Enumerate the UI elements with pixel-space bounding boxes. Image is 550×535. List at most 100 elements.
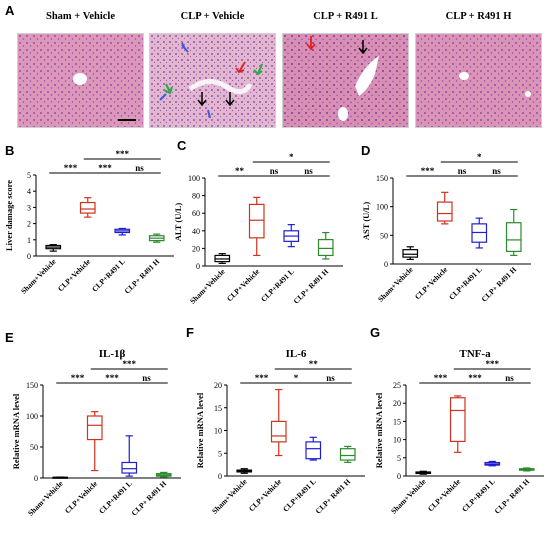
category-label: CLP+Vehicle: [426, 477, 463, 514]
y-tick-label: 0: [218, 472, 222, 481]
significance-label: ***: [64, 163, 78, 173]
chart-title: IL-1β: [99, 348, 126, 360]
box-1: [248, 196, 265, 257]
green-arrow-icon: [163, 83, 173, 95]
significance-label: ***: [98, 163, 112, 173]
box-iqr: [505, 222, 522, 252]
category-label: CLP+R491 L: [447, 265, 484, 302]
box-iqr: [248, 203, 265, 239]
box-2: [471, 217, 488, 249]
box-3: [518, 467, 535, 472]
box-iqr: [402, 249, 419, 258]
panel-label-f: F: [186, 325, 194, 340]
histology-image-sham-vehicle: [17, 33, 144, 128]
y-tick-label: 10: [393, 436, 401, 445]
y-tick-label: 4: [27, 187, 31, 196]
y-axis-title: ALT (U/L): [173, 203, 183, 242]
box-3: [339, 445, 356, 463]
box-2: [305, 436, 322, 461]
black-arrow-icon: [197, 92, 207, 107]
histology-image-clp-r491-h: [415, 33, 542, 128]
histology-title-clp-r491-l: CLP + R491 L: [313, 11, 378, 22]
box-2: [121, 435, 138, 477]
box-0: [236, 468, 253, 474]
significance-label: ns: [304, 166, 313, 176]
significance-label: ns: [326, 373, 335, 383]
histology-title-sham-vehicle: Sham + Vehicle: [46, 11, 115, 22]
significance-label: *: [289, 152, 294, 162]
category-label: CLP+ R491 H: [493, 477, 532, 516]
box-iqr: [449, 397, 466, 443]
category-label: Sham+Vehicle: [376, 265, 415, 304]
y-tick-label: 3: [27, 203, 31, 212]
significance-label: ns: [142, 373, 151, 383]
significance-label: ***: [255, 373, 269, 383]
category-label: CLP+Vehicle: [413, 265, 450, 302]
chart-e: 0 50 100 150 Relative mRNA level IL-1β Sham+Ve…: [11, 348, 181, 518]
y-tick-label: 2: [27, 220, 31, 229]
box-1: [79, 197, 96, 218]
central-vein: [459, 72, 469, 80]
y-tick-label: 40: [192, 227, 200, 236]
category-label: CLP+ R491 H: [480, 265, 519, 304]
panel-label-a: A: [5, 3, 15, 18]
box-0: [52, 476, 69, 479]
y-axis-title: AST (U/L): [361, 202, 371, 241]
y-axis-title: Liver damage score: [4, 180, 14, 251]
y-tick-label: 100: [26, 412, 38, 421]
y-tick-label: 5: [397, 454, 401, 463]
box-0: [415, 470, 432, 475]
y-tick-label: 50: [380, 231, 388, 240]
box-3: [317, 231, 334, 260]
category-label: CLP+ R491 H: [130, 479, 169, 518]
category-label: CLP+ R491 H: [123, 257, 162, 296]
box-1: [270, 388, 287, 457]
significance-label: ***: [421, 166, 435, 176]
vessel-lumen: [355, 56, 379, 96]
blue-arrow-icon: [181, 42, 189, 53]
significance-label: ***: [486, 359, 500, 369]
box-1: [436, 191, 453, 225]
liver-tissue-image: [283, 34, 408, 127]
panel-label-b: B: [5, 143, 15, 158]
box-2: [283, 224, 300, 248]
y-tick-label: 20: [214, 381, 222, 390]
box-iqr: [317, 239, 334, 257]
y-tick-label: 1: [27, 236, 31, 245]
histology-title-clp-r491-h: CLP + R491 H: [445, 11, 512, 22]
liver-tissue-image: [416, 34, 541, 127]
category-label: CLP+R491 L: [259, 267, 296, 304]
y-tick-label: 50: [30, 443, 38, 452]
y-tick-label: 20: [393, 399, 401, 408]
box-iqr: [339, 448, 356, 461]
significance-label: ***: [116, 149, 130, 159]
red-arrow-icon: [235, 61, 246, 74]
central-vein: [73, 73, 87, 85]
significance-label: *: [477, 152, 482, 162]
category-label: Sham+Vehicle: [26, 479, 65, 518]
box-iqr: [305, 441, 322, 460]
significance-label: **: [235, 166, 245, 176]
significance-label: ns: [270, 166, 279, 176]
y-tick-label: 20: [192, 244, 200, 253]
category-label: CLP+ R491 H: [292, 267, 331, 306]
category-label: CLP+Vehicle: [247, 477, 284, 514]
box-1: [86, 411, 103, 472]
significance-label: **: [309, 359, 319, 369]
box-iqr: [79, 201, 96, 214]
histology-title-clp-vehicle: CLP + Vehicle: [180, 11, 245, 22]
significance-label: ***: [468, 373, 482, 383]
chart-g: 0 5 10 15 20 25 Relative mRNA level TNF-a Sham+V…: [374, 348, 544, 516]
category-label: Sham+Vehicle: [19, 257, 58, 296]
chart-title: TNF-a: [459, 348, 491, 360]
y-tick-label: 5: [218, 449, 222, 458]
liver-tissue-image: [150, 34, 275, 127]
category-label: Sham+Vehicle: [210, 477, 249, 516]
liver-tissue-image: [18, 34, 143, 127]
y-tick-label: 80: [192, 192, 200, 201]
chart-f: 0 5 10 15 20 Relative mRNA level IL-6 Sham+Vehi…: [195, 348, 365, 516]
box-3: [148, 233, 165, 243]
y-tick-label: 0: [34, 474, 38, 483]
significance-label: ***: [71, 373, 85, 383]
y-tick-label: 0: [196, 262, 200, 271]
